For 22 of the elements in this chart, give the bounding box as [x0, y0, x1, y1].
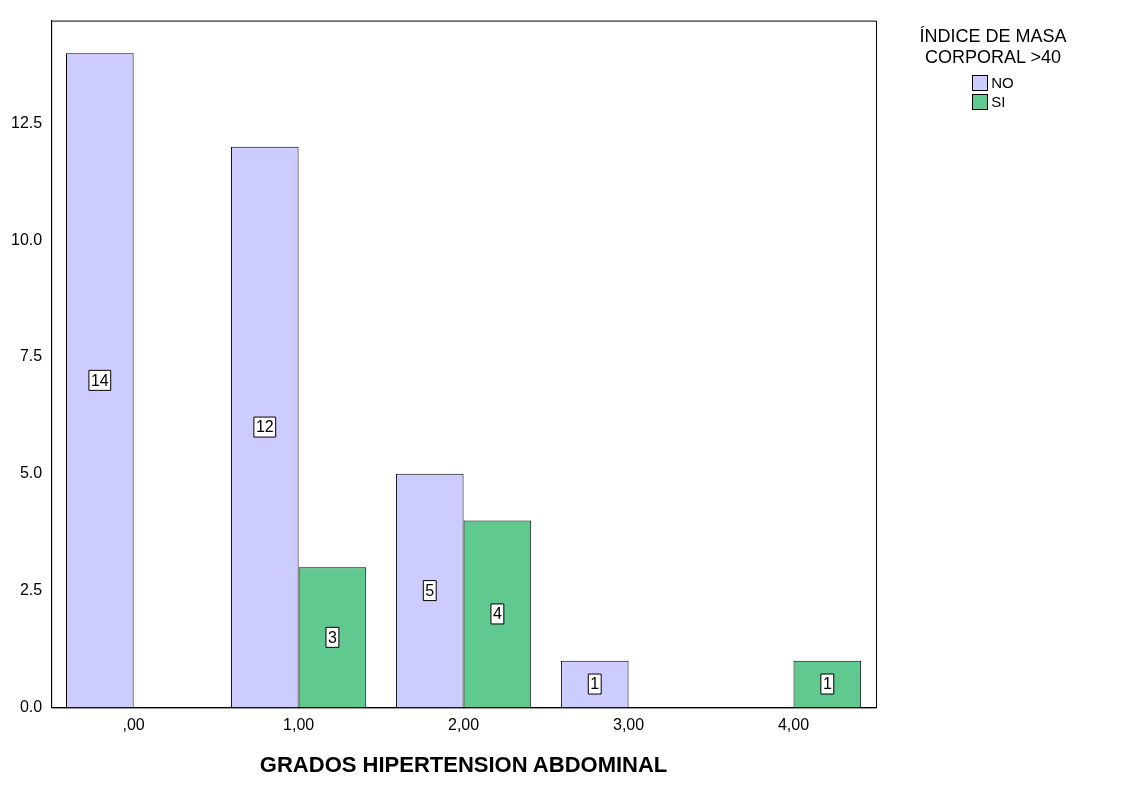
data-label: 14 — [90, 371, 109, 389]
data-label: 1 — [590, 675, 600, 693]
x-tick-label: 2,00 — [448, 716, 480, 734]
x-tick-label: 1,00 — [283, 716, 315, 734]
y-tick-label: 0.0 — [19, 697, 43, 715]
legend-label: NO — [991, 74, 1014, 91]
y-tick-label: 10.0 — [11, 230, 43, 248]
y-tick-label: 5.0 — [19, 464, 43, 482]
x-tick-label: 3,00 — [612, 716, 645, 734]
data-label: 3 — [327, 628, 337, 646]
x-tick-label: 4,00 — [777, 716, 810, 734]
y-tick-label: 12.5 — [11, 113, 43, 131]
y-tick-label: 7.5 — [19, 347, 43, 365]
data-label: 4 — [492, 605, 502, 623]
y-tick-label: 2.5 — [19, 581, 43, 598]
data-label: 12 — [255, 418, 274, 436]
legend-title: ÍNDICE DE MASA CORPORAL >40 — [918, 26, 1068, 68]
x-tick-label: ,00 — [122, 716, 145, 734]
data-label: 1 — [822, 675, 832, 693]
legend-label: SI — [991, 93, 1006, 110]
x-axis-title: GRADOS HIPERTENSION ABDOMINAL — [259, 751, 668, 777]
data-label: 5 — [425, 582, 435, 599]
